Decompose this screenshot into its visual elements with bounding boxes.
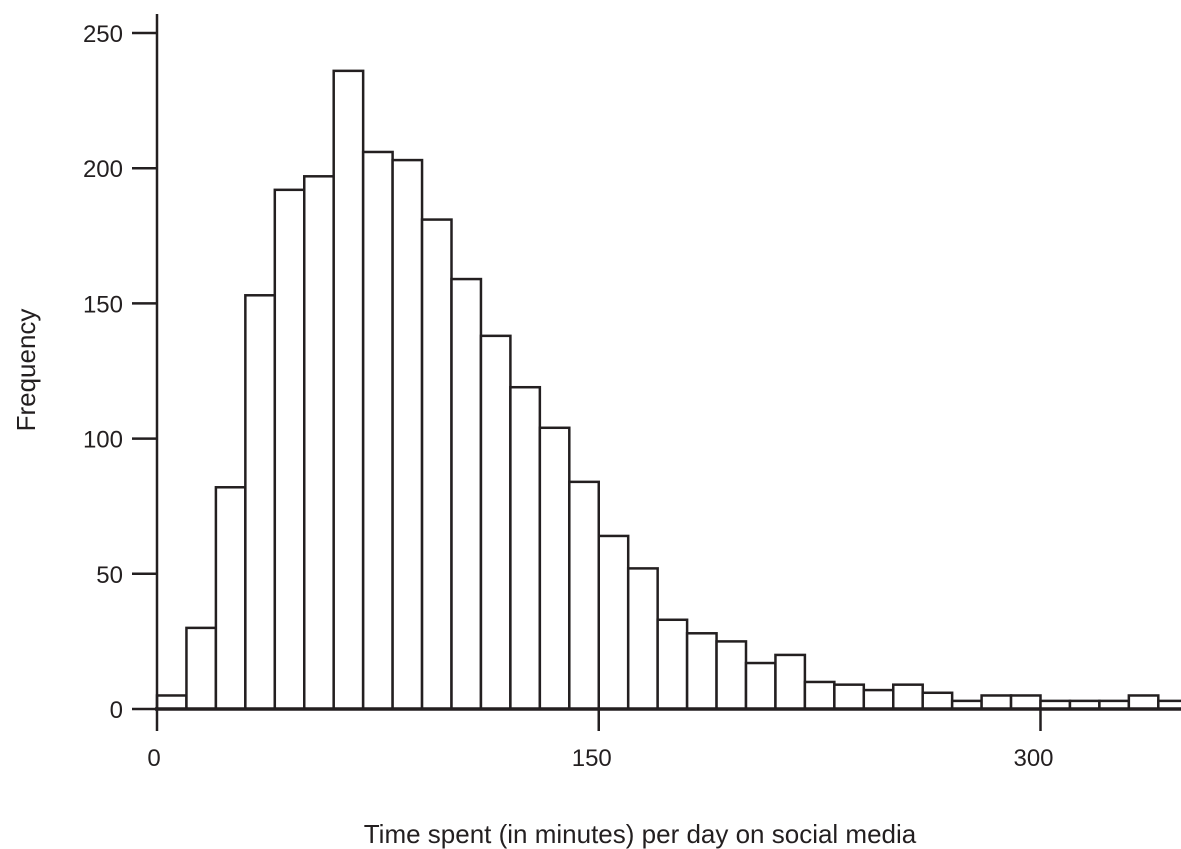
y-tick-label: 250 (83, 21, 123, 48)
histogram-bar (1009, 694, 1042, 711)
histogram-bar (185, 626, 218, 711)
histogram-bar (568, 480, 600, 711)
histogram-bar (892, 683, 924, 711)
y-tick-label: 0 (110, 697, 123, 724)
y-tick-label: 50 (96, 562, 123, 589)
histogram-bar (921, 691, 954, 711)
histogram-bar (391, 158, 424, 711)
histogram-bar (332, 69, 365, 711)
x-tick-label: 300 (1013, 745, 1053, 772)
y-tick-label: 150 (83, 291, 123, 318)
histogram-bar (656, 618, 689, 711)
histogram-bar (774, 653, 807, 711)
x-tick-label: 150 (572, 745, 612, 772)
histogram-bar (479, 334, 512, 711)
histogram-bar (685, 632, 718, 711)
histogram-bar (833, 683, 866, 711)
histogram-bar (803, 680, 836, 711)
histogram-bar (538, 426, 571, 711)
histogram-bar (626, 567, 659, 711)
histogram-bar (303, 175, 335, 711)
histogram-bar (361, 150, 394, 711)
histogram-bar (420, 218, 453, 711)
histogram-bar (744, 661, 777, 711)
bars-group (155, 69, 1181, 711)
y-ticks-group: 0 50 100 150 200 250 (83, 21, 157, 724)
y-tick-label: 200 (83, 156, 123, 183)
x-ticks-group: 0 150 300 (147, 709, 1054, 772)
x-axis-title: Time spent (in minutes) per day on socia… (364, 819, 917, 849)
histogram-bar (450, 277, 483, 711)
y-tick-label: 100 (83, 427, 123, 454)
histogram-bar (214, 486, 247, 711)
histogram-bar (273, 188, 306, 711)
histogram-bar (715, 640, 748, 711)
histogram-bar (1127, 694, 1160, 711)
y-axis-title: Frequency (11, 309, 41, 432)
histogram-bar (155, 694, 188, 711)
histogram-bar (862, 688, 895, 711)
histogram-bar (509, 385, 542, 711)
x-tick-label: 0 (147, 745, 160, 772)
histogram-bar (597, 534, 630, 711)
histogram-bar (244, 294, 277, 711)
histogram-bar (980, 694, 1013, 711)
